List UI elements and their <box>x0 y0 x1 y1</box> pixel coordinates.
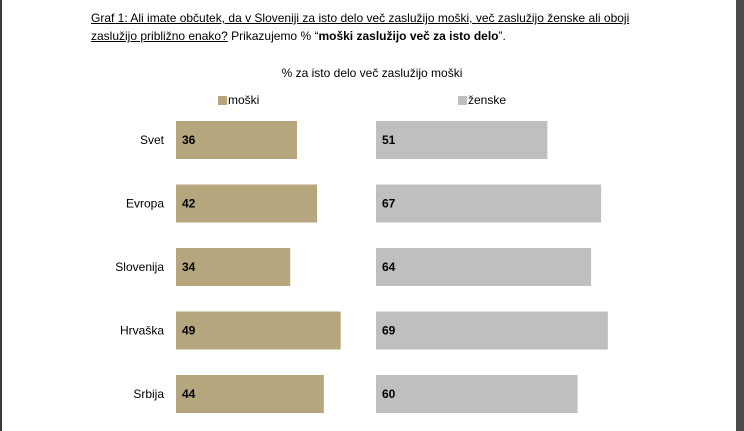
heading-line2-underlined: zaslužijo približno enako? <box>91 29 228 43</box>
page-edge-right <box>736 0 744 431</box>
bar-zenske-evropa <box>376 184 602 223</box>
chart-title: % za isto delo več zaslužijo moški <box>281 66 463 80</box>
value-label-moski-hrvaska: 49 <box>182 324 196 338</box>
category-label-srbija: Srbija <box>133 387 164 401</box>
value-label-zenske-evropa: 67 <box>382 197 396 211</box>
legend-label-moski: moški <box>228 93 260 107</box>
legend-item-moski: moški <box>218 93 259 107</box>
bar-zenske-srbija <box>376 375 578 413</box>
bar-zenske-svet <box>376 121 548 159</box>
category-label-evropa: Evropa <box>126 197 164 211</box>
bar-moski-hrvaska <box>176 311 341 350</box>
value-label-moski-evropa: 42 <box>182 197 196 211</box>
value-label-zenske-svet: 51 <box>382 133 396 147</box>
category-label-hrvaska: Hrvaška <box>120 324 164 338</box>
value-label-zenske-srbija: 60 <box>382 387 396 401</box>
figure-heading: Graf 1: Ali imate občutek, da v Slovenij… <box>91 9 691 45</box>
heading-line2-end: ”. <box>498 29 506 43</box>
heading-line2-text: Prikazujemo % “ <box>227 29 319 43</box>
legend-label-zenske: ženske <box>468 93 507 107</box>
bar-moski-svet <box>176 121 297 159</box>
value-label-zenske-hrvaska: 69 <box>382 324 396 338</box>
heading-line2-bold: moški zaslužijo več za isto delo <box>318 29 499 43</box>
value-label-moski-svet: 36 <box>182 133 196 147</box>
value-label-zenske-slovenija: 64 <box>382 260 396 274</box>
category-label-svet: Svet <box>140 133 165 147</box>
legend-swatch-moski <box>218 95 227 105</box>
legend-swatch-zenske <box>458 95 467 105</box>
bar-moski-evropa <box>176 184 318 223</box>
value-label-moski-srbija: 44 <box>182 387 196 401</box>
category-label-slovenija: Slovenija <box>115 260 164 274</box>
bar-zenske-slovenija <box>376 248 592 286</box>
bar-moski-srbija <box>176 375 324 413</box>
bar-moski-slovenija <box>176 248 291 286</box>
legend-item-zenske: ženske <box>458 93 506 107</box>
value-label-moski-slovenija: 34 <box>182 260 196 274</box>
page-edge-left <box>0 0 2 431</box>
bar-zenske-hrvaska <box>376 311 608 350</box>
heading-line1: Graf 1: Ali imate občutek, da v Slovenij… <box>91 11 630 25</box>
